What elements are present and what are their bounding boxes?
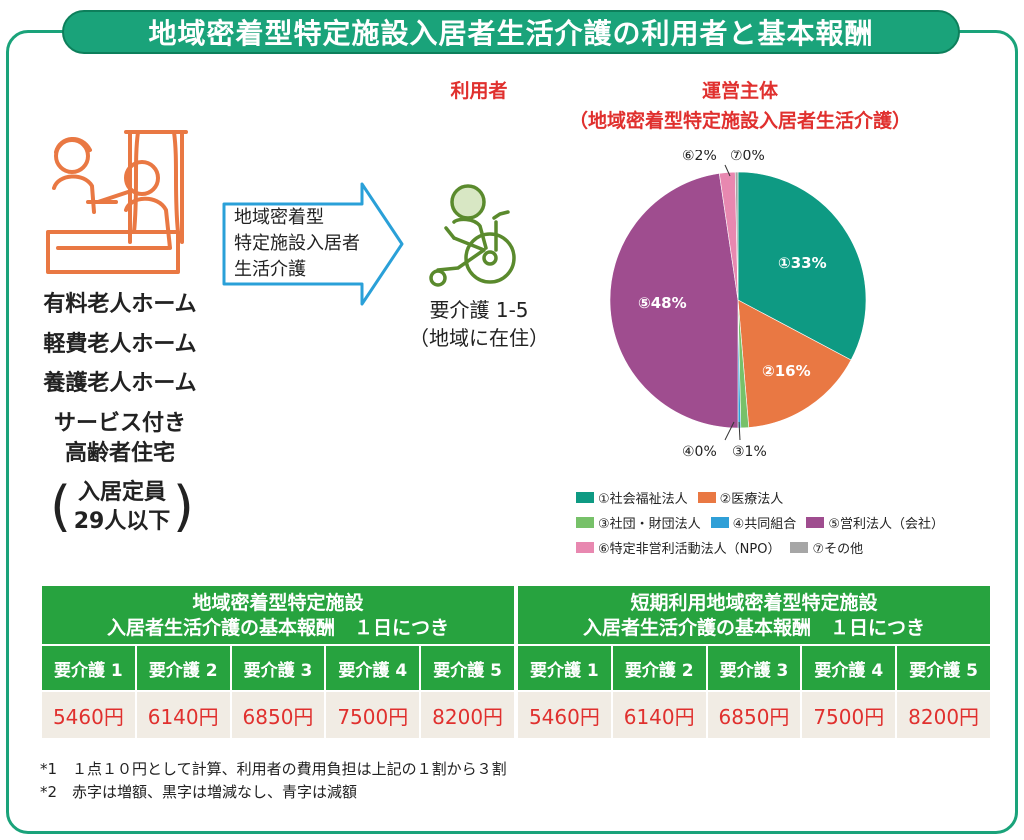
facility-item: サービス付き 高齢者住宅 — [53, 411, 186, 466]
footnotes: *1 １点１０円として計算、利用者の費用負担は上記の１割から３割 *2 赤字は増… — [40, 758, 507, 804]
label-leader-line-6 — [724, 164, 731, 177]
care-level-header: 要介護 4 — [324, 644, 422, 692]
fee-cell: 5460円 — [40, 690, 137, 740]
caregiver-feeding-illustration — [46, 130, 188, 274]
legend-swatch — [697, 492, 716, 503]
pie-data-label: ①33% — [778, 254, 827, 272]
care-level-header: 要介護 4 — [800, 644, 898, 692]
page-title: 地域密着型特定施設入居者生活介護の利用者と基本報酬 — [62, 10, 960, 54]
operator-heading: 運営主体 （地域密着型特定施設入居者生活介護） — [540, 76, 940, 136]
legend-swatch — [790, 542, 809, 553]
operator-subtitle: （地域密着型特定施設入居者生活介護） — [568, 110, 911, 132]
legend-label: ①社会福祉法人 — [598, 492, 688, 507]
legend-label: ②医療法人 — [719, 492, 784, 507]
care-level-header: 要介護 3 — [229, 644, 327, 692]
pie-data-label: ⑦0% — [730, 150, 765, 164]
pie-data-label: ⑤48% — [638, 294, 687, 312]
pie-data-label: ⑥2% — [682, 150, 717, 164]
care-level-header: 要介護 5 — [895, 644, 992, 692]
care-level-header: 要介護 1 — [40, 644, 137, 692]
fee-cell: 6850円 — [229, 690, 327, 740]
capacity-note: ( 入居定員 29人以下 ) — [50, 475, 194, 538]
pie-slice-7 — [734, 171, 739, 301]
legend-label: ③社団・財団法人 — [598, 517, 701, 532]
legend-item: ⑤営利法人（会社） — [806, 513, 944, 532]
fee-cell: 5460円 — [516, 690, 613, 740]
facility-item: 養護老人ホーム — [43, 371, 197, 397]
footnote: *1 １点１０円として計算、利用者の費用負担は上記の１割から３割 — [40, 760, 507, 778]
care-level: 要介護 1-5 — [429, 298, 529, 322]
residence-note: （地域に在住） — [409, 326, 549, 350]
operator-pie-chart: ①33% ②16% ⑤48% ⑥2% ⑦0% ④0% ③1% — [609, 150, 867, 460]
legend-item: ②医療法人 — [697, 488, 784, 507]
label-leader-line-3 — [738, 421, 741, 441]
fee-cell: 8200円 — [895, 690, 992, 740]
legend-swatch — [710, 517, 729, 528]
care-level-header: 要介護 2 — [134, 644, 232, 692]
fee-cell: 6850円 — [705, 690, 803, 740]
legend-swatch — [576, 542, 594, 553]
left-paren-glyph: ( — [50, 475, 72, 538]
user-heading: 利用者 — [450, 80, 508, 102]
pie-slice-2 — [737, 299, 852, 428]
legend-item: ⑦その他 — [790, 538, 863, 557]
fee-table-regular: 地域密着型特定施設 入居者生活介護の基本報酬 １日につき 要介護 1 要介護 2… — [40, 584, 516, 740]
service-label: 地域密着型 特定施設入居者 生活介護 — [234, 207, 360, 280]
facility-list: 有料老人ホーム 軽費老人ホーム 養護老人ホーム サービス付き 高齢者住宅 — [20, 290, 220, 468]
legend-label: ⑤営利法人（会社） — [828, 517, 944, 532]
pie-slices — [609, 171, 867, 429]
label-leader-line-4 — [724, 421, 735, 441]
legend-swatch — [576, 517, 594, 528]
legend-item: ③社団・財団法人 — [576, 513, 701, 532]
right-paren-glyph: ) — [172, 475, 194, 538]
legend-label: ⑦その他 — [812, 542, 864, 557]
legend-swatch — [806, 517, 825, 528]
page-title-text: 地域密着型特定施設入居者生活介護の利用者と基本報酬 — [148, 17, 874, 50]
arrow-icon — [222, 182, 404, 306]
fee-cell: 8200円 — [419, 690, 516, 740]
care-level-header: 要介護 1 — [516, 644, 613, 692]
pie-data-label: ③1% — [732, 444, 767, 460]
care-level-text: 要介護 1-5 （地域に在住） — [404, 296, 554, 352]
fee-cell: 7500円 — [324, 690, 422, 740]
capacity-text: 入居定員 29人以下 — [73, 480, 171, 534]
footnote: *2 赤字は増額、黒字は増減なし、青字は減額 — [40, 783, 358, 801]
fee-table-heading: 短期利用地域密着型特定施設 入居者生活介護の基本報酬 １日につき — [516, 584, 992, 646]
care-level-header: 要介護 5 — [419, 644, 516, 692]
pie-legend: ①社会福祉法人 ②医療法人 ③社団・財団法人 ④共同組合 ⑤営利法人（会社） ⑥… — [576, 488, 944, 563]
legend-item: ⑥特定非営利活動法人（NPO） — [576, 538, 780, 557]
legend-item: ④共同組合 — [710, 513, 797, 532]
fee-cell: 6140円 — [134, 690, 232, 740]
wheelchair-icon — [429, 184, 516, 287]
legend-swatch — [576, 492, 594, 503]
legend-label: ⑥特定非営利活動法人（NPO） — [598, 542, 781, 557]
pie-data-label: ④0% — [682, 444, 717, 460]
fee-cell: 7500円 — [800, 690, 898, 740]
pie-slice-1 — [737, 171, 867, 361]
care-level-header: 要介護 2 — [610, 644, 708, 692]
legend-item: ①社会福祉法人 — [576, 488, 688, 507]
facility-item: 有料老人ホーム — [43, 292, 197, 317]
fee-table-heading: 地域密着型特定施設 入居者生活介護の基本報酬 １日につき — [40, 584, 516, 646]
fee-cell: 6140円 — [610, 690, 708, 740]
fee-table-short-term: 短期利用地域密着型特定施設 入居者生活介護の基本報酬 １日につき 要介護 1 要… — [516, 584, 992, 740]
facility-item: 軽費老人ホーム — [43, 331, 197, 357]
care-level-header: 要介護 3 — [705, 644, 803, 692]
pie-data-label: ②16% — [762, 362, 811, 380]
operator-title: 運営主体 — [701, 80, 778, 102]
pie-slice-5 — [609, 173, 739, 429]
legend-label: ④共同組合 — [732, 517, 797, 532]
